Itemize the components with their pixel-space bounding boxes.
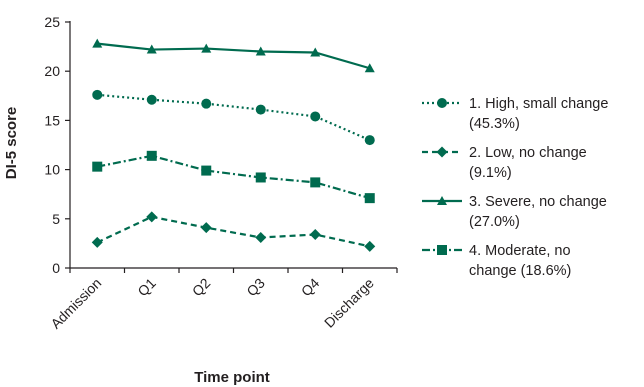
data-point — [200, 222, 212, 234]
y-tick-label: 20 — [44, 63, 60, 79]
series-line — [97, 42, 371, 70]
data-point — [364, 63, 375, 73]
legend-label: 4. Moderate, no — [469, 243, 571, 259]
legend-label: (27.0%) — [469, 214, 520, 230]
data-point — [364, 193, 375, 204]
series-line — [96, 215, 370, 248]
y-tick-label: 25 — [44, 14, 60, 30]
data-point — [91, 236, 103, 248]
data-point — [310, 47, 321, 57]
x-axis-title: Time point — [194, 369, 270, 386]
data-point — [146, 94, 157, 105]
data-point — [201, 98, 212, 109]
series-line — [97, 93, 371, 142]
data-point — [201, 165, 212, 176]
y-tick-label: 5 — [52, 211, 60, 227]
data-point — [146, 211, 158, 223]
series-1 — [92, 89, 375, 146]
legend-marker — [437, 196, 447, 205]
legend-marker — [437, 98, 447, 108]
legend-item-4: 4. Moderate, no change (18.6%) — [422, 243, 571, 279]
data-point — [146, 150, 157, 161]
x-tick-label: Discharge — [321, 275, 377, 331]
data-point — [255, 46, 266, 56]
legend-marker — [436, 146, 448, 158]
data-point — [364, 135, 375, 146]
x-tick-label: Q1 — [134, 275, 159, 300]
data-point — [92, 161, 103, 172]
y-axis-title: DI-5 score — [3, 107, 20, 180]
y-tick-label: 10 — [44, 162, 60, 178]
data-point — [255, 104, 266, 115]
legend-label: change (18.6%) — [469, 263, 571, 279]
series-3 — [92, 38, 375, 73]
legend-label: (45.3%) — [469, 116, 520, 132]
y-tick-label: 15 — [44, 112, 60, 128]
legend-marker — [437, 245, 447, 255]
x-tick-label: Q3 — [243, 275, 268, 300]
data-point — [309, 229, 321, 241]
legend-label: 1. High, small change — [469, 96, 608, 112]
data-point — [364, 240, 376, 252]
data-point — [255, 172, 266, 183]
data-point — [255, 231, 267, 243]
series-4 — [92, 150, 375, 204]
data-point — [201, 43, 212, 53]
legend-item-2: 2. Low, no change (9.1%) — [422, 145, 587, 181]
data-point — [92, 89, 103, 100]
x-tick-label: Q2 — [189, 275, 214, 300]
data-point — [146, 44, 157, 54]
legend: 1. High, small change (45.3%) 2. Low, no c… — [422, 96, 608, 279]
legend-item-1: 1. High, small change (45.3%) — [422, 96, 608, 132]
series-line — [97, 154, 371, 200]
data-point — [92, 38, 103, 48]
legend-item-3: 3. Severe, no change (27.0%) — [422, 194, 607, 230]
legend-label: 3. Severe, no change — [469, 194, 607, 210]
y-tick-label: 0 — [52, 260, 60, 276]
data-point — [310, 177, 321, 188]
data-point — [310, 111, 321, 122]
x-tick-label: Q4 — [298, 275, 323, 300]
series-layer — [91, 38, 376, 252]
legend-label: 2. Low, no change — [469, 145, 587, 161]
series-2 — [91, 211, 376, 252]
legend-label: (9.1%) — [469, 165, 512, 181]
x-tick-label: Admission — [47, 275, 104, 332]
